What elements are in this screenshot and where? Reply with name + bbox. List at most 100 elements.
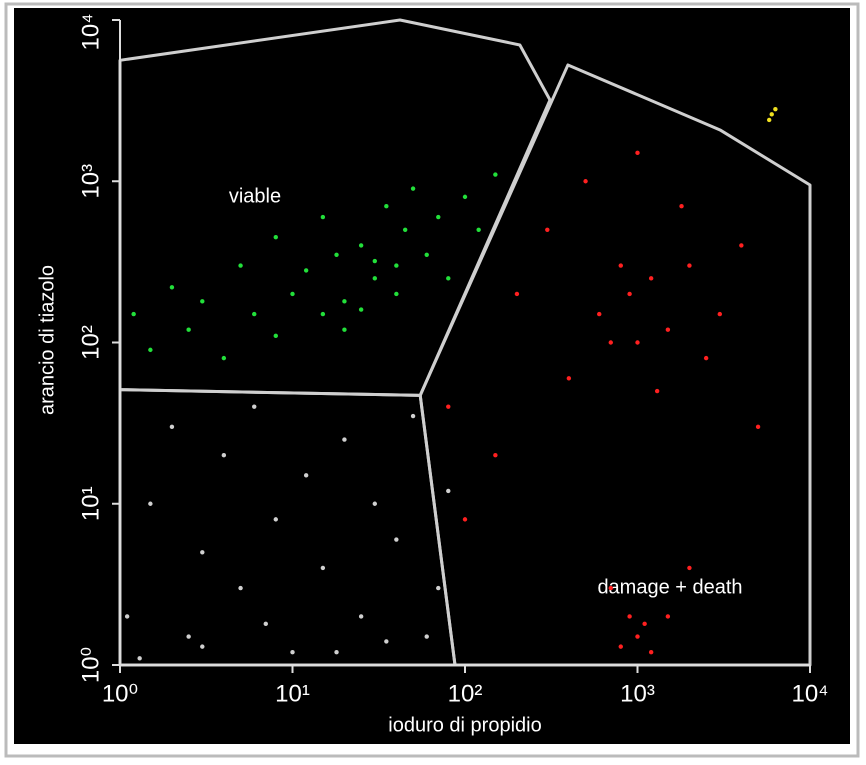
data-point: [263, 621, 268, 627]
data-point: [238, 263, 243, 268]
data-point: [221, 355, 227, 361]
data-point: [446, 276, 451, 281]
data-point: [131, 311, 136, 317]
data-point: [372, 276, 378, 281]
y-tick-label: 10¹: [77, 486, 104, 521]
data-point: [320, 565, 326, 571]
annotation: damage + death: [597, 576, 742, 598]
data-point: [290, 291, 295, 297]
data-point: [320, 214, 326, 220]
data-point: [436, 214, 441, 220]
data-point: [342, 437, 347, 442]
data-point: [238, 585, 243, 591]
data-point: [334, 252, 339, 257]
data-point: [627, 291, 632, 297]
data-point: [665, 614, 671, 619]
data-point: [703, 355, 709, 361]
data-point: [476, 227, 481, 232]
data-point: [410, 413, 416, 419]
data-point: [394, 291, 399, 297]
data-point: [186, 327, 191, 332]
data-point: [410, 186, 416, 191]
data-point: [200, 644, 205, 649]
data-point: [221, 453, 227, 458]
y-tick-label: 10⁰: [77, 647, 104, 683]
data-point: [334, 650, 339, 655]
data-point: [627, 614, 632, 619]
data-point: [358, 614, 364, 619]
data-point: [148, 347, 153, 353]
data-point: [739, 243, 744, 248]
data-point: [436, 585, 441, 591]
data-point: [200, 299, 205, 304]
data-point: [342, 299, 347, 304]
data-point: [769, 112, 774, 117]
x-tick-label: 10¹: [275, 680, 310, 707]
data-point: [273, 517, 278, 522]
data-point: [124, 614, 130, 619]
data-point: [384, 639, 389, 644]
data-point: [462, 194, 468, 200]
data-point: [342, 327, 347, 332]
data-point: [384, 204, 389, 209]
data-point: [137, 656, 142, 661]
data-point: [372, 258, 378, 264]
x-axis-label: ioduro di propidio: [388, 714, 541, 736]
data-point: [394, 263, 399, 268]
data-point: [618, 263, 623, 268]
data-point: [493, 453, 498, 458]
data-point: [766, 117, 772, 123]
data-point: [545, 227, 550, 232]
data-point: [446, 488, 451, 494]
data-point: [642, 621, 647, 627]
data-point: [290, 650, 295, 655]
data-point: [597, 311, 602, 317]
x-tick-label: 10⁴: [791, 680, 828, 707]
data-point: [320, 311, 326, 317]
data-point: [200, 550, 205, 555]
data-point: [773, 106, 778, 112]
y-tick-label: 10³: [77, 164, 104, 199]
annotation: viable: [229, 185, 281, 207]
data-point: [446, 404, 451, 409]
data-point: [635, 150, 640, 156]
data-point: [252, 404, 257, 409]
data-point: [186, 634, 191, 639]
data-point: [679, 204, 684, 209]
data-point: [462, 517, 468, 522]
data-point: [665, 327, 671, 332]
data-point: [169, 424, 175, 430]
data-point: [755, 424, 761, 430]
data-point: [493, 172, 498, 177]
x-tick-label: 10²: [448, 680, 483, 707]
data-point: [402, 227, 408, 232]
data-point: [303, 473, 309, 478]
y-tick-label: 10⁴: [77, 13, 104, 50]
data-point: [514, 291, 520, 297]
data-point: [654, 388, 660, 394]
data-point: [273, 234, 278, 240]
data-point: [424, 252, 429, 257]
data-point: [394, 537, 399, 542]
y-tick-label: 10²: [77, 325, 104, 360]
data-point: [648, 276, 654, 281]
data-point: [608, 340, 613, 345]
x-tick-label: 10⁰: [102, 680, 138, 707]
data-point: [687, 565, 692, 571]
data-point: [148, 501, 153, 506]
data-point: [169, 285, 175, 290]
data-point: [635, 634, 640, 639]
data-point: [717, 311, 723, 317]
data-point: [358, 307, 364, 312]
data-point: [583, 179, 588, 184]
y-axis-label: arancio di tiazolo: [36, 265, 58, 415]
plot-background: [14, 8, 850, 744]
data-point: [635, 340, 640, 345]
data-point: [273, 333, 278, 339]
data-point: [566, 376, 572, 381]
x-tick-label: 10³: [620, 680, 655, 707]
data-point: [608, 585, 613, 591]
data-point: [648, 650, 654, 655]
data-point: [424, 634, 429, 639]
